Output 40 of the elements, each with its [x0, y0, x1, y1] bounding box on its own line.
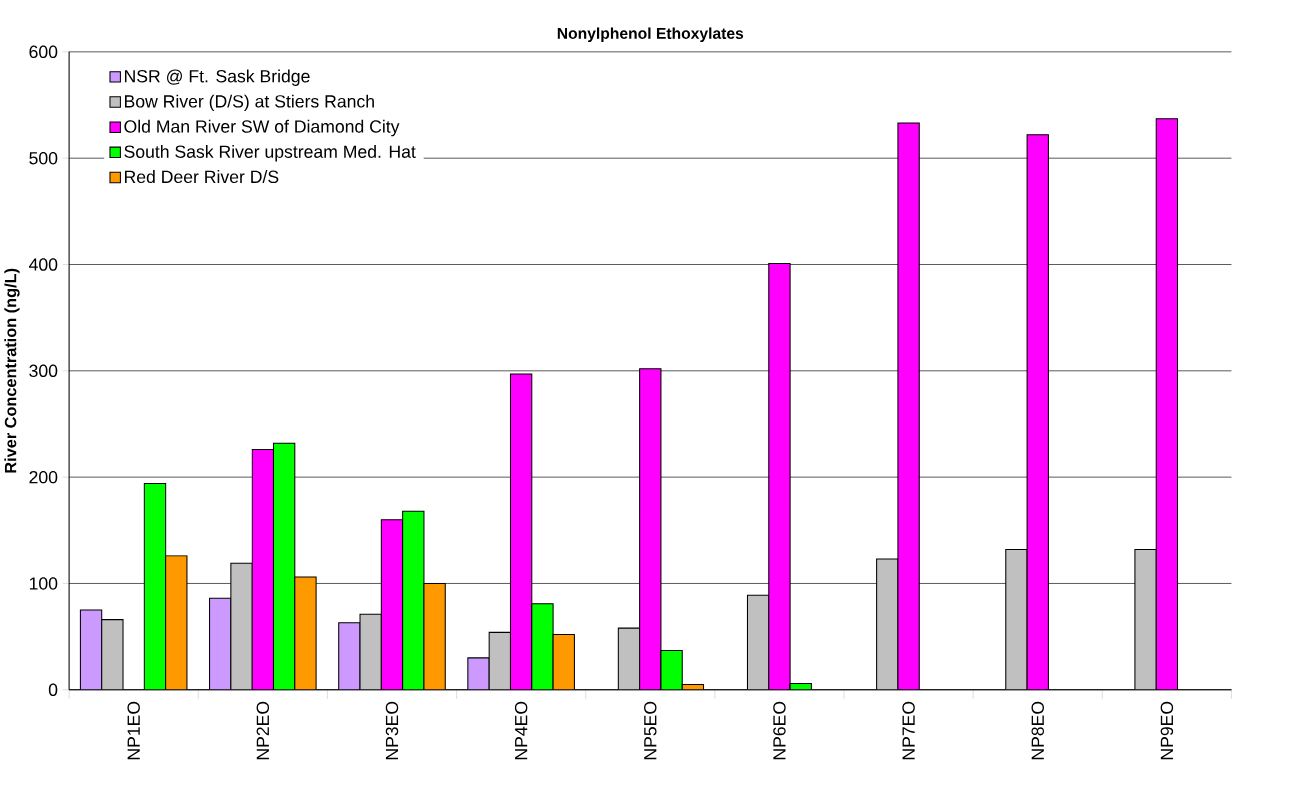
x-tick-label: NP7EO — [902, 701, 915, 760]
bar — [531, 603, 554, 690]
bar — [360, 614, 382, 690]
legend-label: Bow River (D/S) at Stiers Ranch — [124, 94, 374, 112]
y-tick-label: 0 — [48, 683, 58, 697]
x-tick-label: NP4EO — [514, 701, 528, 760]
bar — [489, 632, 511, 690]
x-tick-label: NP5EO — [644, 701, 657, 760]
bar — [101, 619, 124, 690]
y-axis-title: River Concentration (ng/L) — [4, 268, 20, 473]
bar — [273, 443, 295, 690]
bar — [80, 610, 102, 690]
legend-label: NSR @ Ft. Sask Bridge — [124, 69, 310, 87]
bar — [338, 622, 361, 690]
bar — [402, 511, 424, 690]
bar — [876, 559, 898, 690]
bar — [1134, 549, 1157, 690]
x-tick-label: NP8EO — [1031, 701, 1044, 760]
y-tick-label: 100 — [29, 577, 58, 590]
bar — [747, 595, 769, 690]
chart-title: Nonylphenol Ethoxylates — [557, 27, 744, 43]
x-tick-label: NP3EO — [385, 701, 399, 760]
y-tick-label: 300 — [29, 364, 58, 378]
x-tick-label: NP9EO — [1160, 701, 1174, 760]
legend-label: Red Deer River D/S — [124, 170, 279, 184]
x-tick-label: NP2EO — [256, 701, 270, 760]
bar — [230, 563, 253, 690]
bar — [618, 628, 640, 690]
y-tick-label: 500 — [29, 152, 58, 165]
y-tick-label: 200 — [29, 471, 58, 484]
bar — [660, 650, 683, 690]
y-tick-label: 600 — [29, 45, 58, 59]
y-tick-label: 400 — [29, 258, 58, 271]
x-tick-label: NP1EO — [127, 701, 140, 760]
bar — [1005, 549, 1028, 690]
bar — [144, 483, 166, 690]
x-tick-label: NP6EO — [773, 701, 786, 760]
legend-label: South Sask River upstream Med. Hat — [124, 145, 416, 162]
bar — [209, 598, 231, 690]
legend-label: Old Man River SW of Diamond City — [124, 119, 400, 137]
